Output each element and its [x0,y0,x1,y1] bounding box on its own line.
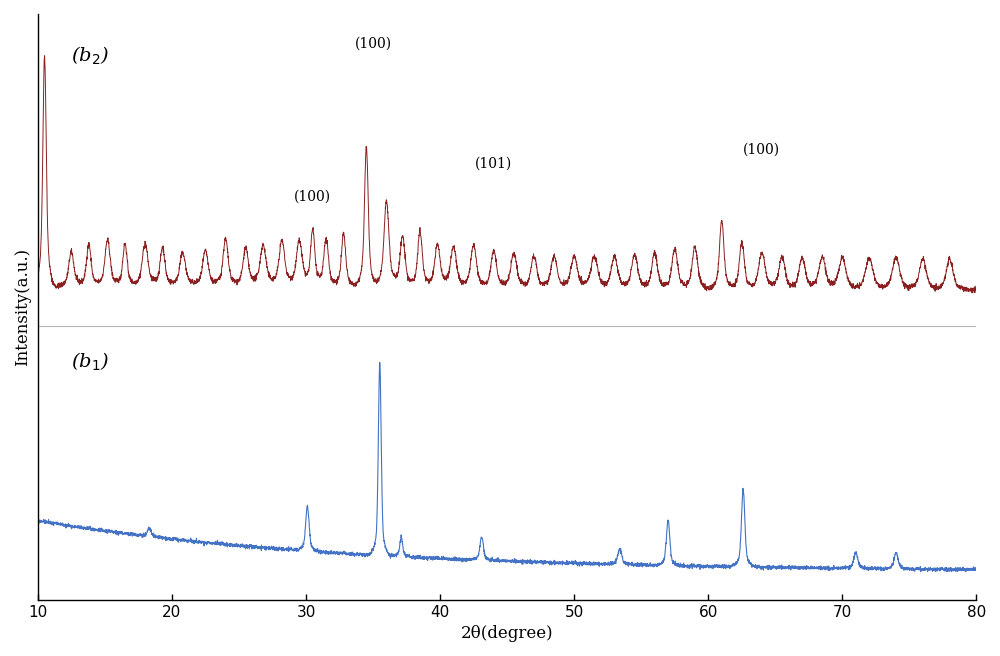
Text: (b$_2$): (b$_2$) [71,45,110,67]
Text: (100): (100) [743,142,780,156]
Text: (100): (100) [294,190,331,204]
X-axis label: 2θ(degree): 2θ(degree) [461,625,553,642]
Text: (100): (100) [355,36,392,51]
Text: (101): (101) [475,156,512,171]
Y-axis label: Intensity(a.u.): Intensity(a.u.) [14,248,31,366]
Text: (b$_1$): (b$_1$) [71,351,110,373]
